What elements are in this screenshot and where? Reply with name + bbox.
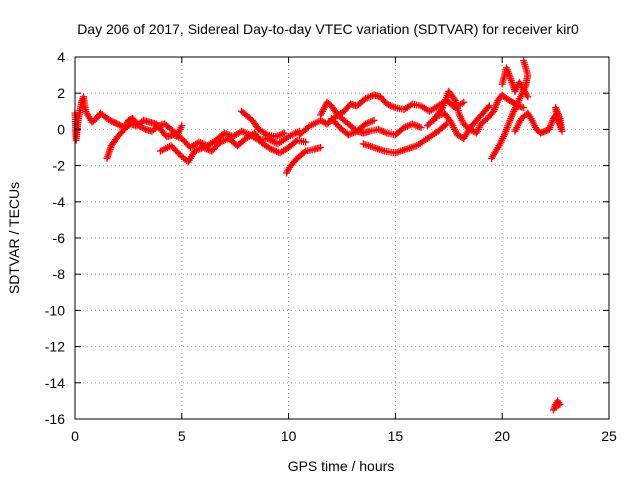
data-point: [173, 148, 181, 156]
series-arc-g: [317, 98, 425, 139]
x-tick-label: 0: [71, 428, 79, 444]
data-point: [450, 95, 458, 103]
y-tick-label: -2: [53, 158, 66, 174]
data-point: [460, 98, 468, 106]
data-point: [280, 129, 288, 137]
data-point: [108, 117, 116, 125]
series-arc-c: [156, 129, 310, 166]
data-point: [172, 146, 180, 154]
y-tick-label: 0: [57, 121, 65, 137]
data-point: [554, 118, 562, 126]
y-tick-label: -6: [53, 230, 66, 246]
chart-title: Day 206 of 2017, Sidereal Day-to-day VTE…: [77, 21, 579, 37]
data-point: [520, 57, 528, 65]
data-point: [317, 144, 325, 151]
data-point: [552, 402, 560, 410]
series-arc-b: [103, 116, 303, 162]
data-point: [484, 103, 492, 111]
data-point: [485, 102, 493, 110]
y-tick-label: -14: [45, 375, 65, 391]
y-tick-label: -8: [53, 266, 66, 282]
y-tick-label: 4: [57, 49, 65, 65]
y-tick-label: -12: [45, 339, 65, 355]
x-tick-label: 15: [388, 428, 404, 444]
data-points: [71, 57, 566, 414]
y-tick-label: -10: [45, 302, 65, 318]
x-tick-label: 20: [494, 428, 510, 444]
data-point: [370, 116, 378, 124]
data-point: [140, 124, 148, 132]
series-arc-e: [282, 144, 325, 177]
data-point: [441, 121, 449, 129]
series-arc-n: [511, 104, 566, 137]
data-point: [178, 122, 186, 130]
data-point: [300, 148, 308, 156]
y-tick-label: 2: [57, 85, 65, 101]
x-tick-label: 10: [281, 428, 297, 444]
data-point: [524, 93, 532, 101]
x-tick-label: 5: [178, 428, 186, 444]
data-point: [417, 124, 425, 132]
series-arc-d: [238, 107, 288, 141]
data-point: [170, 145, 178, 153]
y-tick-label: -4: [53, 194, 66, 210]
data-point: [175, 149, 183, 157]
x-axis-label: GPS time / hours: [288, 458, 395, 474]
data-point: [302, 138, 310, 146]
series-arc-k: [423, 102, 493, 142]
data-point: [520, 104, 528, 112]
series-arc-m: [498, 64, 532, 101]
x-tick-label: 25: [601, 428, 617, 444]
y-axis-label: SDTVAR / TECUs: [6, 182, 22, 294]
y-tick-label: -16: [45, 411, 65, 427]
series-outlier: [549, 397, 564, 414]
series-arc-i: [359, 120, 451, 157]
data-point: [167, 142, 175, 150]
series-arc-h: [327, 115, 378, 139]
data-point: [169, 143, 177, 151]
